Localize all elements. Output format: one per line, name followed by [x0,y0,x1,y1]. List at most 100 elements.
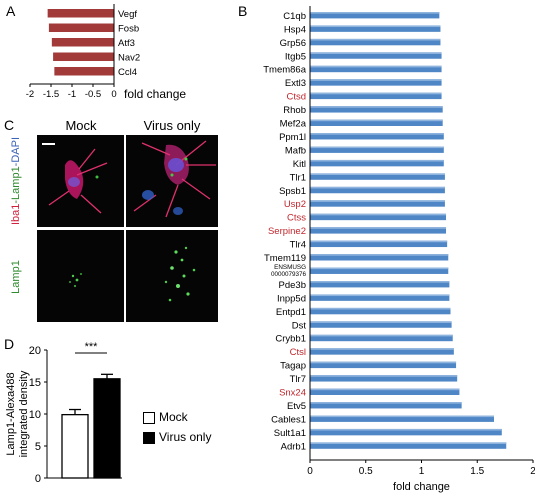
bar-entpd1 [310,307,451,315]
row-label-merged: Iba1-Lamp1-DAPI [6,135,26,227]
category-label-mafb: Mafb [285,145,306,156]
x-tick-label: -2 [26,89,34,100]
x-tick-label: 0 [111,89,116,100]
bar-highlight-cables1 [310,415,494,418]
bar-highlight-extl3 [310,79,442,81]
category-label-mef2a: Mef2a [280,119,307,130]
bar-highlight-snx24 [310,388,460,391]
bar-highlight-serpine2 [310,227,447,229]
bar-highlight-entpd1 [310,307,451,310]
micrograph-virus-lamp1-image [164,246,196,302]
bar-highlight-ctsd [310,92,442,95]
legend-swatch-virus [143,432,155,444]
category-label-ctss: Ctss [287,213,306,224]
panel-letter-b: B [238,3,248,19]
bar-mock [61,413,89,479]
category-label-ctsl: Ctsl [290,347,306,358]
category-label-tmem86a: Tmem86a [263,65,306,76]
bar-highlight-tlr4 [310,240,448,243]
bar-spsb1 [310,186,445,194]
bar-highlight-kitl [310,159,444,162]
category-label-ppm1l: Ppm1l [279,132,306,143]
bar-highlight-tagap [310,361,457,364]
bar-dst [310,321,452,328]
bar-highlight-itgb5 [310,52,442,54]
significance-label: *** [85,341,99,353]
row-label-lamp1: Lamp1 [6,232,26,322]
bar-tagap [310,361,457,369]
bar-vegf [47,9,114,18]
bar-highlight-mafb [310,146,444,149]
label-lamp1-row: Lamp1 [10,260,22,294]
bar-tlr4 [310,240,448,248]
category-label-tlr1: Tlr1 [290,172,306,183]
bar-pde3b [310,281,450,288]
y-tick-label: 20 [29,345,41,357]
category-label-extl3: Extl3 [285,78,306,89]
bar-cables1 [310,415,494,422]
category-label-ctsd: Ctsd [286,92,306,103]
bar-highlight-usp2 [310,200,445,202]
category-label-tlr4: Tlr4 [290,240,306,251]
micrograph-mock-lamp1 [37,230,124,322]
category-label-tagap: Tagap [280,361,306,372]
x-tick-label: 0 [307,466,313,477]
category-label-dst: Dst [292,320,307,331]
category-label-adrb1: Adrb1 [281,441,306,452]
bar-highlight-etv5 [310,402,462,404]
y-tick-label: 5 [35,441,41,453]
bar-highlight-tlr7 [310,375,458,377]
category-label-itgb5: Itgb5 [285,51,306,62]
bar-etv5 [310,402,462,409]
x-tick-label: 1.5 [470,466,484,477]
chart-b: C1qb Hsp4 Grp56 Itgb5 Tmem86a Extl3 Ctsd Rhob Me… [263,6,535,493]
column-title-virus: Virus only [143,118,201,133]
bar-highlight-ppm1l [310,133,444,135]
category-label-nav2: Nav2 [118,53,140,64]
bar-highlight-crybb1 [310,334,453,337]
bar-c1qb [310,12,440,19]
micrograph-virus-lamp1 [126,230,218,322]
y-tick-label: 15 [29,377,41,389]
bar-tmem119 [310,254,449,261]
bar-kitl [310,159,444,167]
category-label-kitl: Kitl [293,159,306,170]
legend-swatch-mock [143,412,155,424]
micrograph-mock-merged-image [42,143,108,214]
bar-highlight-c1qb [310,12,440,14]
category-label-c1qb: C1qb [283,11,306,22]
category-label-spsb1: Spsb1 [279,186,306,197]
legend-label-mock: Mock [159,410,188,424]
category-label-tlr7: Tlr7 [290,374,306,385]
y-tick-label: 0 [35,473,41,485]
category-label-hsp4: Hsp4 [284,24,306,35]
bar-highlight-tmem119 [310,254,449,256]
bar-highlight-dst [310,321,452,323]
micrograph-virus-merged [126,135,218,227]
category-label-entpd1: Entpd1 [276,307,306,318]
category-label-ccl4: Ccl4 [118,67,137,78]
bar-usp2 [310,200,445,207]
bar-highlight-ctsl [310,348,454,350]
category-label-crybb1: Crybb1 [275,334,306,345]
bar-highlight-ctss [310,213,447,216]
y-axis-title-line1: Lamp1-Alexa488 [5,372,17,455]
bar-tlr1 [310,173,445,180]
category-label-fosb: Fosb [118,24,139,35]
bar-mef2a [310,119,443,126]
bar-adrb1 [310,442,507,449]
bar-highlight-adrb1 [310,442,507,444]
x-axis-title: fold change [393,481,450,493]
x-tick-label: -0.5 [85,89,101,100]
x-tick-label: 1 [419,466,425,477]
x-tick-label: 0.5 [359,466,373,477]
bar-grp56 [310,38,441,46]
bar-ctsl [310,348,454,355]
x-axis-title: fold change [124,87,186,101]
category-label-grp56: Grp56 [280,38,306,49]
bar-hsp4 [310,25,441,32]
bar-highlight-tlr1 [310,173,445,175]
micrograph-mock-merged [37,135,124,227]
category-label-usp2: Usp2 [284,199,306,210]
bar-ppm1l [310,133,444,140]
